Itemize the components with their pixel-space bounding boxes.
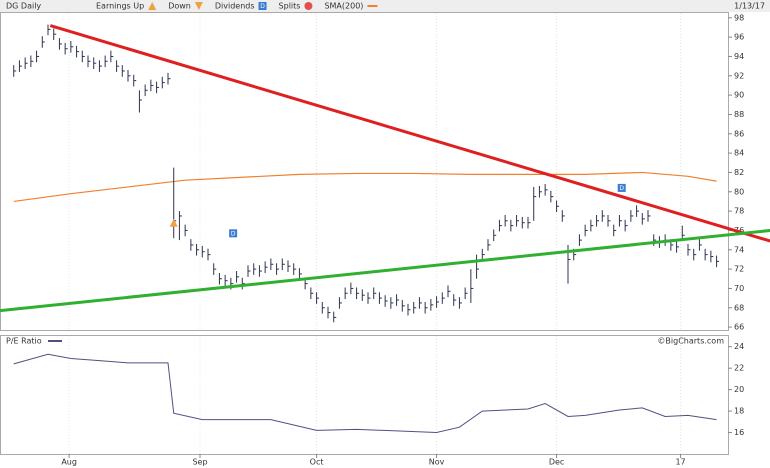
trendline xyxy=(0,228,770,313)
y-tick-label: 82 xyxy=(734,168,744,177)
price-plot xyxy=(0,24,770,323)
y-tick-label: 98 xyxy=(734,13,744,22)
dividend-label: D xyxy=(231,230,236,237)
y-tick-label: 72 xyxy=(734,265,744,274)
pe-panel xyxy=(0,335,729,455)
legend-icon xyxy=(258,2,267,10)
y-tick-label: 94 xyxy=(734,52,744,61)
y-tick-label: 24 xyxy=(734,342,744,351)
y-tick-label: 92 xyxy=(734,71,744,80)
pe-title: P/E Ratio xyxy=(6,337,42,346)
y-tick-label: 88 xyxy=(734,110,744,119)
x-tick-label: Sep xyxy=(192,458,207,467)
y-tick-label: 66 xyxy=(734,323,744,332)
x-tick-label: Aug xyxy=(61,458,77,467)
sma-line xyxy=(13,171,717,203)
x-tick-label: Dec xyxy=(549,458,564,467)
y-tick-label: 74 xyxy=(734,245,744,254)
pe-line xyxy=(13,353,717,434)
legend-label: Dividends xyxy=(215,2,255,11)
legend-icon xyxy=(194,2,203,10)
chart-title: DG Daily xyxy=(6,2,41,11)
y-tick-label: 22 xyxy=(734,364,744,373)
dividend-marker xyxy=(617,183,626,192)
y-tick-label: 96 xyxy=(734,33,744,42)
y-tick-label: 68 xyxy=(734,303,744,312)
legend-label: Earnings Up xyxy=(96,2,144,11)
y-tick-label: 78 xyxy=(734,207,744,216)
legend-label: SMA(200) xyxy=(324,2,363,11)
legend-bar xyxy=(0,0,770,12)
y-tick-label: 86 xyxy=(734,129,744,138)
y-tick-label: 70 xyxy=(734,284,744,293)
y-tick-label: 90 xyxy=(734,91,744,100)
legend-label: Down xyxy=(168,2,191,11)
legend-icon xyxy=(148,2,157,10)
dividend-label: D xyxy=(619,185,624,192)
x-tick-label: 17 xyxy=(675,458,685,467)
date: 1/13/17 xyxy=(734,2,765,11)
credit: ©BigCharts.com xyxy=(657,337,724,346)
trendline xyxy=(49,24,770,243)
y-tick-label: 16 xyxy=(734,428,744,437)
y-tick-label: 84 xyxy=(734,149,744,158)
legend-icon xyxy=(304,2,313,10)
y-tick-label: 18 xyxy=(734,407,744,416)
dividend-marker xyxy=(229,229,238,238)
y-tick-label: 20 xyxy=(734,385,744,394)
legend-label: Splits xyxy=(279,2,301,11)
y-tick-label: 80 xyxy=(734,187,744,196)
x-tick-label: Oct xyxy=(310,458,324,467)
legend-icon-label: D xyxy=(260,3,265,10)
price-panel xyxy=(0,12,729,331)
x-tick-label: Nov xyxy=(429,458,445,467)
earnings-marker xyxy=(169,218,178,227)
